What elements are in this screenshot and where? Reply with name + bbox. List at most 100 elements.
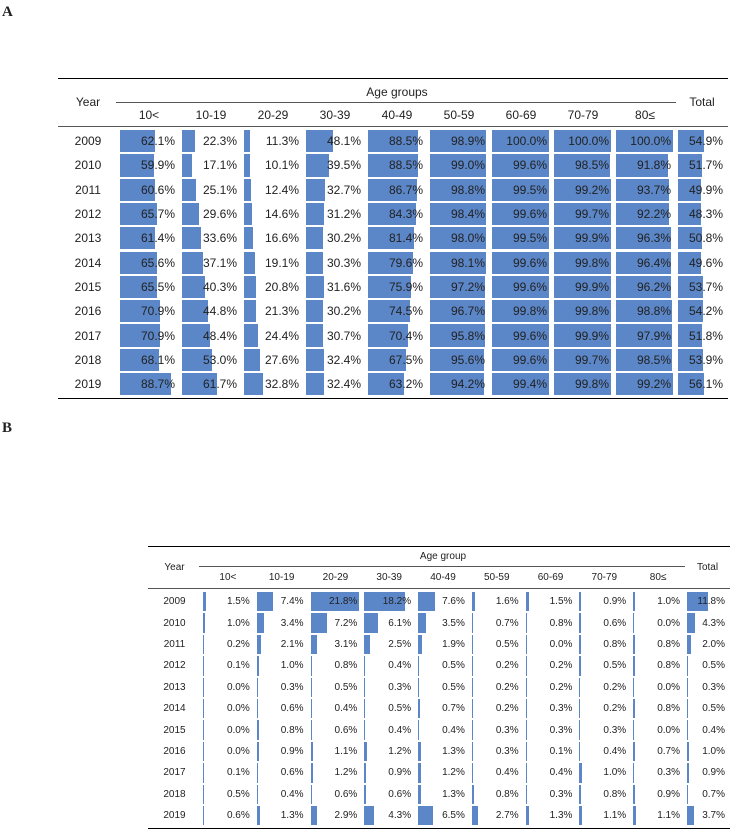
data-bar bbox=[579, 699, 581, 719]
data-bar bbox=[554, 324, 611, 347]
data-cell: 99.0% bbox=[430, 154, 487, 177]
total-bar bbox=[678, 178, 702, 201]
data-cell: 30.3% bbox=[306, 251, 363, 274]
data-value-label: 98.4% bbox=[450, 207, 485, 222]
data-value-label: 88.5% bbox=[388, 134, 423, 149]
data-bar bbox=[203, 613, 206, 633]
data-cell: 0.8% bbox=[633, 656, 682, 676]
data-cell: 19.1% bbox=[244, 251, 301, 274]
data-value-label: 27.6% bbox=[264, 352, 299, 367]
data-value-label: 0.6% bbox=[280, 767, 304, 779]
data-value-label: 96.7% bbox=[450, 304, 485, 319]
total-cell: 0.9% bbox=[687, 763, 727, 783]
data-bar bbox=[364, 784, 366, 804]
data-value-label: 0.4% bbox=[442, 724, 465, 736]
data-cell: 99.9% bbox=[554, 324, 611, 347]
data-cell: 0.4% bbox=[579, 741, 628, 762]
data-cell: 0.8% bbox=[310, 656, 360, 676]
data-value-label: 4.3% bbox=[388, 810, 412, 822]
data-value-label: 0.0% bbox=[657, 617, 680, 629]
data-cell: 29.6% bbox=[182, 202, 239, 226]
data-cell: 1.2% bbox=[418, 763, 467, 783]
data-cell: 1.2% bbox=[310, 763, 360, 783]
data-cell: 17.1% bbox=[182, 154, 239, 177]
data-cell: 98.5% bbox=[554, 154, 611, 177]
data-value-label: 70.9% bbox=[140, 304, 175, 319]
data-bar bbox=[525, 741, 527, 762]
age-group-rule bbox=[116, 102, 676, 103]
data-cell: 0.8% bbox=[579, 634, 628, 655]
year-label: 2016 bbox=[74, 304, 102, 319]
data-value-label: 44.8% bbox=[202, 304, 237, 319]
total-cell: 4.3% bbox=[687, 613, 727, 633]
data-cell: 99.9% bbox=[554, 275, 611, 299]
data-cell: 0.8% bbox=[256, 720, 306, 740]
data-value-label: 99.9% bbox=[574, 231, 609, 246]
data-cell: 25.1% bbox=[182, 178, 239, 201]
year-label: 2015 bbox=[163, 724, 186, 736]
data-cell: 92.2% bbox=[616, 202, 673, 226]
data-cell: 0.0% bbox=[203, 677, 252, 697]
data-bar bbox=[579, 806, 582, 826]
data-cell: 96.2% bbox=[616, 275, 673, 299]
data-bar bbox=[471, 741, 473, 762]
data-value-label: 29.6% bbox=[202, 207, 237, 222]
data-cell: 30.2% bbox=[306, 227, 363, 250]
data-cell: 0.0% bbox=[633, 613, 682, 633]
data-bar bbox=[525, 699, 527, 719]
data-value-label: 31.2% bbox=[326, 207, 361, 222]
data-bar bbox=[492, 251, 549, 274]
data-value-label: 99.8% bbox=[512, 304, 547, 319]
data-cell: 1.1% bbox=[579, 806, 628, 826]
total-cell: 50.8% bbox=[678, 227, 725, 250]
data-cell: 0.3% bbox=[579, 720, 628, 740]
data-value-label: 0.9% bbox=[657, 788, 680, 800]
data-bar bbox=[364, 592, 405, 612]
data-cell: 7.2% bbox=[310, 613, 360, 633]
data-value-label: 0.7% bbox=[657, 745, 680, 757]
data-cell: 0.0% bbox=[203, 699, 252, 719]
total-value-label: 0.3% bbox=[702, 681, 725, 693]
data-cell: 1.0% bbox=[633, 592, 682, 612]
data-bar bbox=[633, 784, 636, 804]
data-bar bbox=[492, 275, 549, 299]
data-cell: 44.8% bbox=[182, 300, 239, 323]
data-bar bbox=[120, 154, 155, 177]
data-bar bbox=[579, 634, 582, 655]
data-bar bbox=[471, 613, 474, 633]
total-value-label: 49.6% bbox=[688, 255, 723, 270]
data-bar bbox=[616, 275, 671, 299]
data-value-label: 100.0% bbox=[630, 134, 671, 149]
data-bar bbox=[182, 373, 218, 396]
data-cell: 0.9% bbox=[633, 784, 682, 804]
data-bar bbox=[430, 373, 484, 396]
data-value-label: 1.5% bbox=[549, 596, 573, 608]
data-bar bbox=[430, 202, 487, 226]
data-value-label: 79.6% bbox=[388, 255, 423, 270]
data-bar bbox=[368, 251, 414, 274]
data-value-label: 1.9% bbox=[442, 638, 465, 650]
data-bar bbox=[256, 613, 265, 633]
data-value-label: 1.3% bbox=[442, 788, 465, 800]
data-cell: 99.8% bbox=[492, 300, 549, 323]
data-value-label: 1.0% bbox=[657, 596, 680, 608]
data-value-label: 99.6% bbox=[512, 279, 547, 294]
data-bar bbox=[306, 227, 324, 250]
data-value-label: 1.0% bbox=[603, 767, 627, 779]
year-label: 2019 bbox=[74, 377, 102, 392]
data-value-label: 68.1% bbox=[140, 352, 175, 367]
data-value-label: 0.8% bbox=[657, 660, 680, 672]
data-cell: 30.2% bbox=[306, 300, 363, 323]
data-cell: 0.7% bbox=[633, 741, 682, 762]
data-bar bbox=[244, 348, 260, 371]
data-cell: 53.0% bbox=[182, 348, 239, 371]
data-value-label: 98.9% bbox=[450, 134, 485, 149]
data-cell: 0.8% bbox=[633, 699, 682, 719]
data-bar bbox=[368, 300, 411, 323]
year-label: 2013 bbox=[163, 681, 186, 693]
data-bar bbox=[310, 613, 327, 633]
total-cell: 0.5% bbox=[687, 656, 727, 676]
data-bar bbox=[256, 699, 259, 719]
data-value-label: 97.9% bbox=[636, 328, 671, 343]
data-value-label: 19.1% bbox=[264, 255, 299, 270]
